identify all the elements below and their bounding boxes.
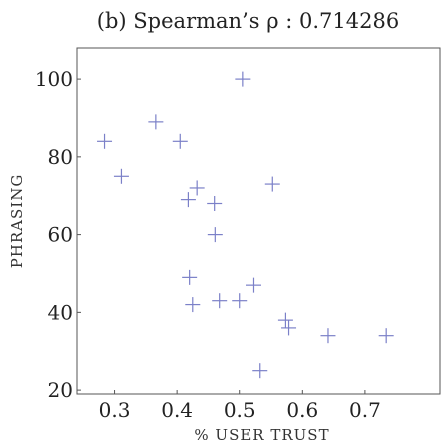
data-point [97, 133, 113, 149]
y-tick-label: 100 [35, 67, 73, 91]
data-point [148, 114, 164, 130]
data-point [378, 328, 394, 344]
x-tick-label: 0.6 [286, 398, 318, 422]
x-tick-label: 0.5 [224, 398, 256, 422]
plot-area [76, 47, 441, 395]
data-point [252, 363, 268, 379]
x-tick-label: 0.4 [161, 398, 193, 422]
y-tick-label: 40 [48, 300, 73, 324]
y-tick-label: 20 [48, 378, 73, 402]
chart-title: (b) Spearman’s ρ : 0.714286 [97, 9, 399, 33]
data-point [207, 227, 223, 243]
y-tick-label: 80 [48, 145, 73, 169]
y-tick-label: 60 [48, 223, 73, 247]
data-point [113, 168, 129, 184]
data-point [180, 192, 196, 208]
data-point [185, 297, 201, 313]
data-point [207, 196, 223, 212]
x-tick-label: 0.7 [349, 398, 381, 422]
x-axis-label: % USER TRUST [194, 426, 329, 444]
x-axis: 0.3 0.4 0.5 0.6 0.7 [99, 390, 381, 422]
y-axis-label: PHRASING [8, 174, 26, 269]
data-point [182, 269, 198, 285]
data-point [212, 293, 228, 309]
data-point [232, 293, 248, 309]
data-point [245, 277, 261, 293]
data-point [189, 180, 205, 196]
x-tick-label: 0.3 [99, 398, 131, 422]
data-point [235, 71, 251, 87]
data-points [97, 71, 394, 379]
data-point [264, 176, 280, 192]
data-point [281, 320, 297, 336]
data-point [277, 312, 293, 328]
y-axis: 20 40 60 80 100 [35, 67, 81, 402]
data-point [320, 328, 336, 344]
data-point [172, 133, 188, 149]
